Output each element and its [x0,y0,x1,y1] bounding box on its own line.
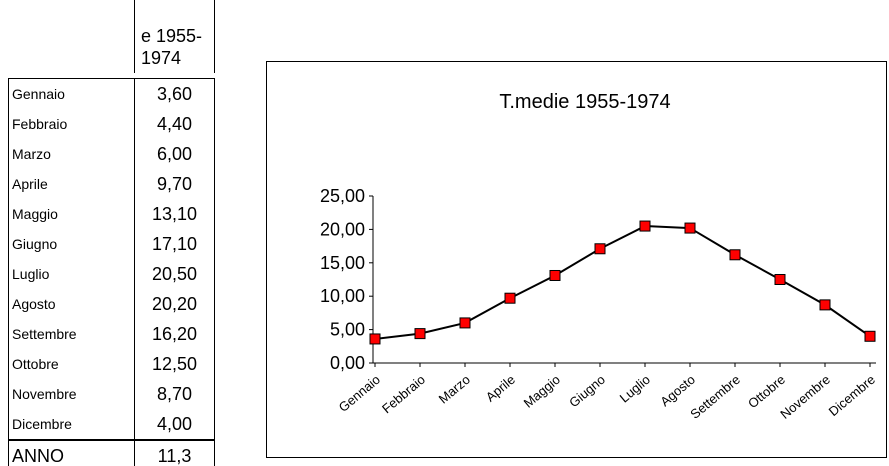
table-header-cell: e 1955- 1974 [134,0,215,73]
data-point-marker [594,243,606,255]
month-value: 17,10 [151,234,198,254]
x-tick-label: Marzo [436,372,473,407]
y-tick-label: 20,00 [320,219,365,239]
table-row: Agosto 20,20 [9,289,214,319]
y-tick-label: 10,00 [320,286,365,306]
data-point-marker [684,222,696,234]
x-tick-label: Maggio [521,372,563,411]
table-row: Ottobre 12,50 [9,349,214,379]
series-line [374,225,871,340]
data-point-marker [639,220,651,232]
month-label: Gennaio [9,79,135,109]
y-tick-label: 5,00 [330,320,365,340]
x-tick-label: Luglio [617,372,653,406]
table-row: Maggio 13,10 [9,199,214,229]
table-row: Aprile 9,70 [9,169,214,199]
table-row: Marzo 6,00 [9,139,214,169]
month-value: 9,70 [156,174,193,194]
data-point-marker [774,274,786,285]
monthly-temperature-table: Gennaio 3,60 Febbraio 4,40 Marzo 6,00 April… [8,78,215,466]
series-temperature [369,220,876,345]
month-value: 12,50 [151,354,198,374]
month-label: Dicembre [9,409,135,439]
data-point-marker [414,328,426,340]
y-tick-label: 15,00 [320,253,365,273]
table-row: Novembre 8,70 [9,379,214,409]
chart-area: T.medie 1955-1974 0,00 5,00 10,00 15,00 20,0… [266,61,887,458]
annual-value: 11,3 [157,446,192,466]
x-tick-label: Novembre [777,372,833,422]
table-row: Dicembre 4,00 [9,409,214,439]
x-tick-label: Dicembre [826,372,878,419]
x-tick-label: Gennaio [336,372,383,415]
month-label: Febbraio [9,109,135,139]
month-label: Aprile [9,169,135,199]
month-label: Luglio [9,259,135,289]
y-axis: 0,00 5,00 10,00 15,00 20,00 25,00 [320,186,374,373]
month-value: 20,50 [151,264,198,284]
month-value: 4,00 [156,414,193,434]
table-row: Settembre 16,20 [9,319,214,349]
month-label: Maggio [9,199,135,229]
month-value: 3,60 [156,84,193,104]
data-point-marker [459,317,471,329]
data-point-marker [504,292,516,304]
y-tick-label: 25,00 [320,186,365,206]
chart-title: T.medie 1955-1974 [499,91,670,113]
y-tick-label: 0,00 [330,353,365,373]
month-label: Marzo [9,139,135,169]
month-value: 8,70 [156,384,193,404]
data-point-marker [864,330,876,342]
month-label: Agosto [9,289,135,319]
data-point-marker [819,299,831,311]
x-tick-label: Settembre [687,372,743,422]
x-tick-label: Febbraio [379,372,428,416]
table-row: Gennaio 3,60 [9,79,214,109]
data-point-marker [549,269,561,281]
table-header-text: e 1955- 1974 [141,26,203,68]
month-label: Settembre [9,319,135,349]
x-tick-label: Giugno [566,372,608,410]
month-label: Giugno [9,229,135,259]
month-label: Novembre [9,379,135,409]
table-row: Luglio 20,50 [9,259,214,289]
month-label: Ottobre [9,349,135,379]
data-point-marker [729,249,741,261]
month-value: 16,20 [151,324,198,344]
month-value: 20,20 [151,294,198,314]
month-value: 6,00 [156,144,193,164]
table-row: Febbraio 4,40 [9,109,214,139]
annual-label: ANNO [9,441,135,466]
x-tick-label: Ottobre [745,372,788,411]
annual-row: ANNO 11,3 [9,439,214,466]
month-value: 13,10 [151,204,198,224]
x-tick-label: Agosto [657,372,698,410]
table-row: Giugno 17,10 [9,229,214,259]
x-tick-label: Aprile [483,372,518,405]
temperature-line-chart: T.medie 1955-1974 0,00 5,00 10,00 15,00 20,0… [320,91,878,422]
month-value: 4,40 [156,114,193,134]
data-point-marker [369,333,381,345]
